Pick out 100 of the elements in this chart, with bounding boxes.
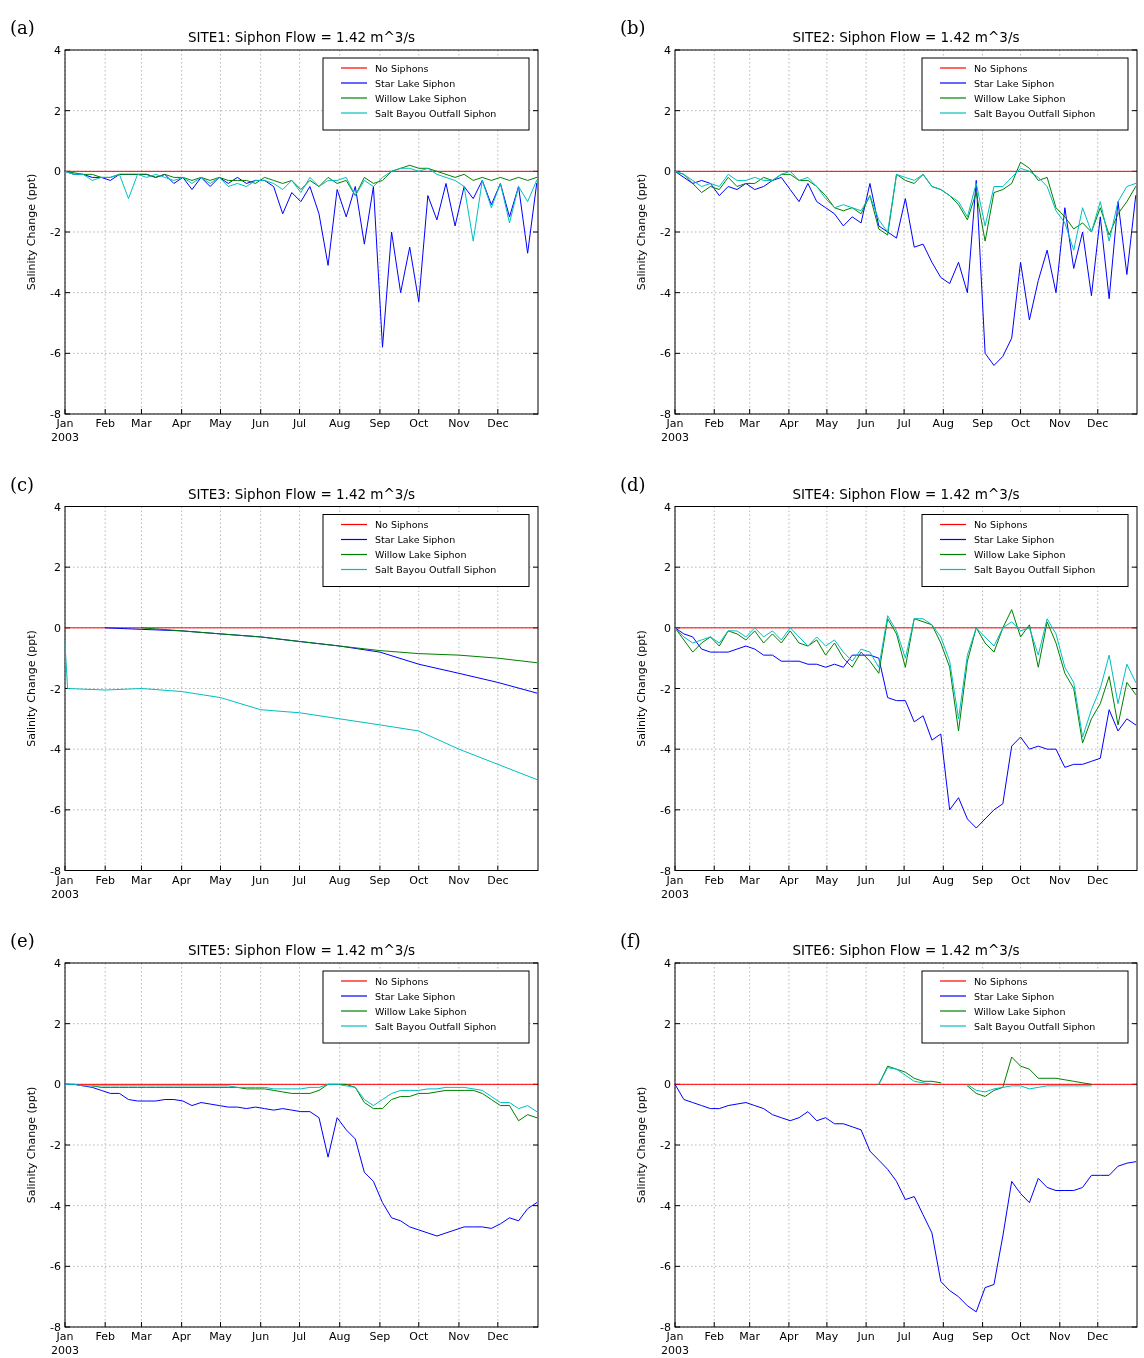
x-tick-label: Sep (972, 417, 993, 430)
y-tick-label: 4 (664, 500, 671, 514)
chart-title: SITE5: Siphon Flow = 1.42 m^3/s (187, 942, 416, 958)
x-tick-label: Jul (896, 417, 911, 430)
x-tick-label: Sep (972, 1330, 993, 1343)
y-tick-label: 2 (664, 1017, 671, 1031)
line-series (674, 170, 1137, 366)
legend-label: Salt Bayou Outfall Siphon (375, 1020, 497, 1032)
x-tick-label: Dec (1087, 873, 1109, 887)
y-tick-label: -6 (660, 803, 671, 817)
x-tick-label: Jun (251, 873, 270, 887)
x-tick-label: Jul (896, 1330, 911, 1343)
x-tick-label: Jul (896, 873, 911, 887)
y-tick-label: -6 (660, 347, 671, 361)
x-tick-label: Feb (704, 1330, 724, 1343)
legend-label: Salt Bayou Outfall Siphon (974, 107, 1096, 119)
legend-label: Star Lake Siphon (974, 534, 1055, 545)
y-axis-title: Salinity Change (ppt) (25, 173, 38, 291)
x-tick-label: Jun (856, 1330, 875, 1343)
text: (d) (620, 473, 646, 495)
y-tick-label: -2 (660, 682, 671, 696)
line-series (64, 167, 538, 242)
x-tick-label: Oct (409, 1330, 429, 1343)
x-tick-label: Jun (856, 873, 875, 887)
x-tick-label: Jun (856, 417, 875, 430)
x-tick-label: Aug (328, 873, 351, 887)
legend-label: Salt Bayou Outfall Siphon (974, 564, 1096, 575)
x-tick-label: Nov (448, 417, 471, 430)
y-tick-label: 2 (664, 561, 671, 575)
y-tick-label: -4 (660, 1199, 671, 1213)
legend-label: No Siphons (974, 519, 1028, 530)
x-tick-label: May (209, 1330, 233, 1343)
y-tick-label: -4 (660, 286, 671, 300)
x-tick-label: Nov (448, 1330, 471, 1343)
y-tick-label: 4 (54, 44, 61, 57)
y-tick-label: 4 (54, 500, 61, 514)
legend-label: Salt Bayou Outfall Siphon (375, 564, 497, 575)
y-tick-label: -2 (660, 226, 671, 239)
line-series (64, 642, 538, 780)
y-tick-label: -2 (50, 226, 61, 239)
x-tick-label: Apr (779, 1330, 799, 1343)
x-tick-label: Mar (739, 1330, 761, 1343)
x-tick-label: Mar (131, 1330, 153, 1343)
x-tick-label: Apr (172, 417, 192, 430)
y-tick-label: 2 (664, 104, 671, 118)
x-tick-label: Aug (932, 873, 955, 887)
y-tick-label: 0 (664, 165, 671, 179)
x-tick-label: Nov (1049, 873, 1072, 887)
text: (a) (10, 17, 35, 38)
x-tick-label: Mar (131, 873, 153, 887)
legend-label: No Siphons (974, 975, 1028, 987)
chart-title: SITE2: Siphon Flow = 1.42 m^3/s (792, 29, 1020, 45)
y-tick-label: 2 (54, 104, 61, 118)
y-axis-title: Salinity Change (ppt) (635, 173, 648, 291)
x-tick-label: Mar (739, 873, 761, 887)
x-tick-label: Dec (487, 1330, 509, 1343)
legend-label: Salt Bayou Outfall Siphon (974, 1020, 1096, 1032)
y-tick-label: -4 (50, 1199, 61, 1213)
x-tick-label: Aug (932, 417, 955, 430)
legend-label: Willow Lake Siphon (375, 92, 467, 104)
x-tick-label: Oct (1011, 1330, 1031, 1343)
x-tick-label: May (209, 417, 233, 430)
y-axis-title: Salinity Change (ppt) (635, 630, 648, 747)
text: (f) (620, 930, 641, 951)
x-tick-label: Sep (369, 417, 391, 430)
legend-label: No Siphons (375, 975, 429, 987)
x-tick-label: Apr (172, 1330, 192, 1343)
x-tick-label: Feb (704, 417, 724, 430)
chart-title: SITE1: Siphon Flow = 1.42 m^3/s (187, 29, 416, 45)
x-tick-label: Jan 2003 (51, 873, 79, 901)
x-tick-label: Feb (95, 1330, 115, 1343)
y-tick-label: -6 (50, 1260, 61, 1274)
legend-label: Willow Lake Siphon (974, 92, 1066, 104)
x-tick-label: Apr (779, 417, 799, 430)
x-tick-label: Oct (409, 417, 429, 430)
legend-label: Star Lake Siphon (974, 77, 1055, 89)
x-tick-label: Jul (291, 873, 307, 887)
legend-label: Star Lake Siphon (375, 534, 456, 545)
y-tick-label: 2 (54, 561, 61, 575)
x-tick-label: May (815, 1330, 839, 1343)
x-tick-label: May (815, 873, 839, 887)
y-tick-label: -6 (660, 1260, 671, 1274)
y-tick-label: 2 (54, 1017, 61, 1031)
text: (e) (10, 930, 35, 951)
y-tick-label: 4 (664, 957, 671, 970)
y-tick-label: 0 (664, 621, 671, 635)
x-tick-label: Dec (1087, 417, 1109, 430)
y-tick-label: -2 (660, 1139, 671, 1152)
y-tick-label: -4 (50, 286, 61, 300)
chart-title: SITE6: Siphon Flow = 1.42 m^3/s (792, 942, 1020, 958)
x-tick-label: Dec (1087, 1330, 1109, 1343)
line-series (674, 167, 1137, 251)
x-tick-label: Apr (779, 873, 799, 887)
x-tick-label: Nov (1049, 417, 1072, 430)
x-tick-label: Jun (251, 417, 270, 430)
x-tick-label: Mar (131, 417, 153, 430)
legend-label: Star Lake Siphon (974, 990, 1055, 1002)
line-series (674, 1083, 1137, 1313)
chart-title: SITE4: Siphon Flow = 1.42 m^3/s (792, 485, 1020, 502)
line-series (64, 1083, 538, 1113)
